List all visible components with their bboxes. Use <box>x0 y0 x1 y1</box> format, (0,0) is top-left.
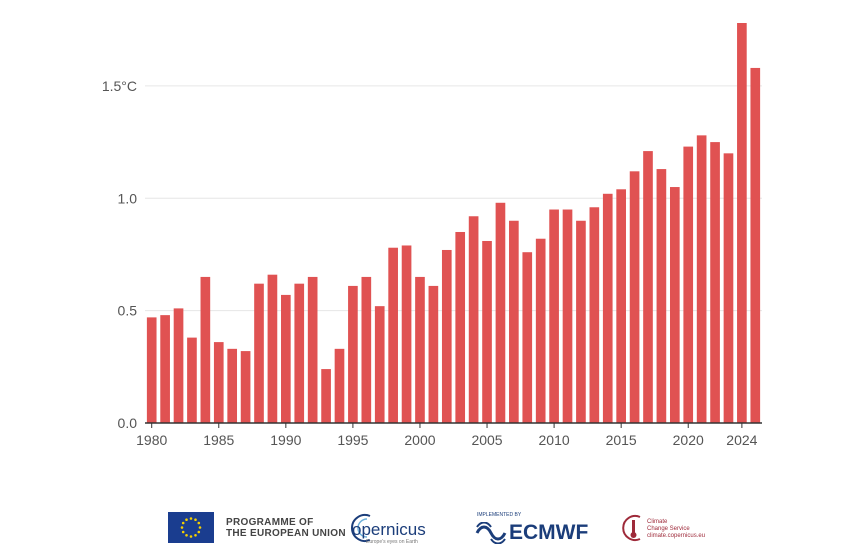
eu-logo: PROGRAMME OF THE EUROPEAN UNION <box>168 512 346 543</box>
ecmwf-waves-icon <box>475 522 507 544</box>
x-tick-label: 2024 <box>726 432 757 448</box>
bar-2023 <box>723 153 734 423</box>
bar-2020 <box>683 146 694 423</box>
y-tick-label: 1.5°C <box>102 78 137 94</box>
y-axis-tick-labels: 0.0 0.5 1.0 1.5°C <box>102 78 137 431</box>
bar-2000 <box>415 276 425 423</box>
bar-2003 <box>455 231 466 423</box>
bar-2008 <box>522 252 533 423</box>
bar-2007 <box>509 220 519 423</box>
bar-2017 <box>643 151 653 423</box>
bar-2011 <box>562 209 573 423</box>
bar-1980 <box>146 317 157 423</box>
ecmwf-implemented-by: IMPLEMENTED BY <box>477 512 522 518</box>
ecmwf-name: ECMWF <box>509 521 589 544</box>
bars <box>146 23 761 424</box>
bar-1994 <box>334 348 345 423</box>
bar-2001 <box>428 285 439 423</box>
bar-2005 <box>482 240 492 423</box>
bar-2012 <box>576 220 586 423</box>
bar-1997 <box>374 306 385 423</box>
bar-2016 <box>629 171 640 423</box>
copernicus-name: opernicus <box>352 520 426 539</box>
c3s-thermometer-icon <box>622 515 641 541</box>
copernicus-tagline: Europe's eyes on Earth <box>366 539 418 545</box>
bar-2018 <box>656 169 667 423</box>
copernicus-logo: opernicus Europe's eyes on Earth <box>348 510 438 546</box>
bar-2002 <box>441 249 452 423</box>
ecmwf-logo: IMPLEMENTED BY ECMWF <box>475 510 600 546</box>
bar-1991 <box>294 283 305 423</box>
bar-1986 <box>227 348 238 423</box>
y-tick-label: 0.5 <box>118 303 138 319</box>
bar-1982 <box>173 308 184 423</box>
bar-1995 <box>348 285 358 423</box>
bar-1985 <box>213 342 224 423</box>
bar-1999 <box>401 245 412 423</box>
x-tick-label: 1985 <box>203 432 234 448</box>
copernicus-c-icon <box>351 514 371 542</box>
eu-text-line2: THE EUROPEAN UNION <box>226 527 346 539</box>
c3s-line2: Change Service <box>647 526 690 532</box>
c3s-logo: Climate Change Service climate.copernicu… <box>620 510 710 546</box>
eu-text-line1: PROGRAMME OF <box>226 516 314 528</box>
x-tick-label: 2005 <box>471 432 502 448</box>
y-tick-label: 1.0 <box>118 190 138 206</box>
bar-chart: 0.0 0.5 1.0 1.5°C 1980 1985 1990 1995 2000 2005 2… <box>102 23 762 448</box>
bar-2009 <box>535 238 546 423</box>
bar-1996 <box>361 276 372 423</box>
x-tick-label: 1980 <box>136 432 167 448</box>
x-axis-tick-labels: 1980 1985 1990 1995 2000 2005 2010 2015 2020 2024 <box>136 432 758 448</box>
bar-2021 <box>696 135 707 424</box>
x-tick-label: 1990 <box>270 432 301 448</box>
c3s-line3: climate.copernicus.eu <box>647 533 706 539</box>
bar-2006 <box>495 202 506 423</box>
bar-1983 <box>187 337 197 423</box>
c3s-line1: Climate <box>647 519 668 525</box>
x-tick-label: 2015 <box>606 432 637 448</box>
bar-2010 <box>549 209 559 423</box>
bar-2025 <box>750 67 761 423</box>
gridlines <box>145 85 762 312</box>
eu-flag-icon <box>168 512 214 543</box>
bar-1989 <box>267 274 278 423</box>
bar-1984 <box>200 276 211 423</box>
bar-2022 <box>710 142 720 423</box>
bar-1993 <box>321 369 331 423</box>
bar-2015 <box>616 189 626 423</box>
x-tick-label: 2010 <box>539 432 570 448</box>
bar-2004 <box>468 216 479 423</box>
y-tick-label: 0.0 <box>118 415 138 431</box>
bar-1981 <box>160 315 170 423</box>
x-tick-label: 2000 <box>404 432 435 448</box>
bar-1990 <box>281 294 291 423</box>
bar-1988 <box>254 283 264 423</box>
footer-logos: PROGRAMME OF THE EUROPEAN UNION opernicu… <box>0 505 857 553</box>
bar-1998 <box>388 247 398 423</box>
bar-1992 <box>307 276 318 423</box>
bar-2014 <box>602 193 613 423</box>
bar-1987 <box>240 351 251 423</box>
x-tick-label: 2020 <box>673 432 704 448</box>
bar-2024 <box>737 23 747 423</box>
x-tick-label: 1995 <box>337 432 368 448</box>
x-axis-ticks <box>151 423 743 428</box>
bar-2013 <box>589 207 600 423</box>
bar-2019 <box>669 187 680 423</box>
